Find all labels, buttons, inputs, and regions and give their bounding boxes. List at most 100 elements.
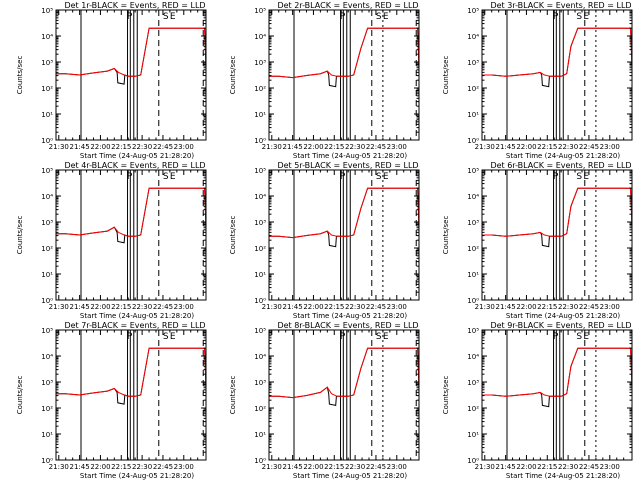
x-tick-label: 22:45 xyxy=(366,463,386,471)
y-tick-label: 10² xyxy=(41,85,53,93)
x-tick-label: 23:00 xyxy=(387,143,407,151)
y-tick-label: 10⁴ xyxy=(467,353,479,361)
chart-title: Det 9r-BLACK = Events, RED = LLD xyxy=(490,321,631,330)
x-tick-label: 22:30 xyxy=(558,303,578,311)
y-tick-label: 10⁴ xyxy=(41,193,53,201)
x-tick-label: 22:15 xyxy=(537,143,557,151)
x-tick-label: 22:30 xyxy=(132,463,152,471)
y-tick-label: 10⁰ xyxy=(467,137,479,145)
x-tick-label: 23:00 xyxy=(387,463,407,471)
x-tick-label: 22:15 xyxy=(111,463,131,471)
y-tick-label: 10⁴ xyxy=(254,353,266,361)
x-tick-label: 23:00 xyxy=(174,303,194,311)
x-tick-label: 21:30 xyxy=(49,143,69,151)
y-tick-label: 10² xyxy=(467,245,479,253)
y-axis-label: Counts/sec xyxy=(16,376,24,415)
y-tick-label: 10⁵ xyxy=(467,7,479,15)
y-tick-label: 10⁰ xyxy=(254,297,266,305)
y-axis-label: Counts/sec xyxy=(442,56,450,95)
y-tick-label: 10² xyxy=(254,245,266,253)
red-series-line xyxy=(56,27,207,77)
y-tick-label: 10² xyxy=(254,85,266,93)
annotation-label: E xyxy=(583,172,589,182)
y-tick-label: 10⁰ xyxy=(41,457,53,465)
y-axis-label: Counts/sec xyxy=(442,376,450,415)
chart-panel: Det 1r-BLACK = Events, RED = LLD P S E 10⁰ 10… xyxy=(16,1,207,160)
y-axis-label: Counts/sec xyxy=(229,376,237,415)
plot-frame xyxy=(268,9,420,141)
plot-frame xyxy=(268,169,420,301)
x-tick-label: 22:15 xyxy=(537,303,557,311)
annotation-label: P xyxy=(553,332,559,342)
plot-frame xyxy=(55,329,207,461)
black-series-line xyxy=(482,27,633,88)
red-series-line xyxy=(56,347,207,397)
annotation-label: E xyxy=(170,12,176,22)
annotation-label: E xyxy=(583,332,589,342)
x-tick-label: 21:45 xyxy=(283,463,303,471)
x-tick-label: 22:45 xyxy=(153,463,173,471)
y-tick-label: 10² xyxy=(254,405,266,413)
y-tick-label: 10² xyxy=(467,405,479,413)
x-tick-label: 22:30 xyxy=(132,303,152,311)
y-tick-label: 10¹ xyxy=(467,431,479,439)
chart-title: Det 7r-BLACK = Events, RED = LLD xyxy=(64,321,205,330)
annotation-label: S xyxy=(576,12,582,22)
red-series-line xyxy=(269,347,420,399)
y-tick-label: 10³ xyxy=(41,59,53,67)
y-axis-label: Counts/sec xyxy=(229,56,237,95)
annotation-label: P xyxy=(340,12,346,22)
chart-title: Det 6r-BLACK = Events, RED = LLD xyxy=(490,161,631,170)
x-tick-label: 22:00 xyxy=(303,303,323,311)
chart-title: Det 4r-BLACK = Events, RED = LLD xyxy=(64,161,205,170)
x-tick-label: 21:45 xyxy=(70,303,90,311)
red-series-line xyxy=(269,187,420,239)
x-tick-label: 22:45 xyxy=(153,303,173,311)
x-tick-label: 22:15 xyxy=(537,463,557,471)
x-tick-label: 21:45 xyxy=(496,303,516,311)
x-tick-label: 21:30 xyxy=(475,143,495,151)
y-tick-label: 10³ xyxy=(467,379,479,387)
chart-panel: Det 2r-BLACK = Events, RED = LLD P S E 10⁰ 10… xyxy=(229,1,420,160)
x-tick-label: 22:45 xyxy=(366,303,386,311)
y-tick-label: 10⁵ xyxy=(41,7,53,15)
x-tick-label: 23:00 xyxy=(174,463,194,471)
annotation-label: S xyxy=(163,12,169,22)
x-axis-label: Start Time (24-Aug-05 21:28:20) xyxy=(80,312,194,320)
chart-title: Det 5r-BLACK = Events, RED = LLD xyxy=(277,161,418,170)
x-tick-label: 21:30 xyxy=(475,303,495,311)
x-tick-label: 22:30 xyxy=(345,303,365,311)
x-tick-label: 22:15 xyxy=(111,143,131,151)
annotation-label: E xyxy=(383,332,389,342)
x-tick-label: 22:00 xyxy=(303,463,323,471)
y-axis-label: Counts/sec xyxy=(442,216,450,255)
annotation-label: E xyxy=(170,172,176,182)
annotation-label: S xyxy=(576,172,582,182)
x-tick-label: 22:30 xyxy=(132,143,152,151)
y-tick-label: 10¹ xyxy=(467,271,479,279)
y-tick-label: 10⁵ xyxy=(467,327,479,335)
y-tick-label: 10³ xyxy=(467,219,479,227)
x-tick-label: 22:00 xyxy=(90,143,110,151)
annotation-label: S xyxy=(376,172,382,182)
x-tick-label: 22:00 xyxy=(516,303,536,311)
red-series-line xyxy=(482,347,633,397)
chart-title: Det 8r-BLACK = Events, RED = LLD xyxy=(277,321,418,330)
y-tick-label: 10⁰ xyxy=(467,297,479,305)
red-series-line xyxy=(482,187,633,237)
y-tick-label: 10⁴ xyxy=(41,353,53,361)
y-tick-label: 10¹ xyxy=(254,111,266,119)
annotation-label: S xyxy=(376,12,382,22)
y-axis-label: Counts/sec xyxy=(16,216,24,255)
y-tick-label: 10² xyxy=(41,245,53,253)
y-tick-label: 10⁰ xyxy=(41,137,53,145)
x-tick-label: 21:30 xyxy=(262,303,282,311)
annotation-label: S xyxy=(163,332,169,342)
x-tick-label: 21:45 xyxy=(496,143,516,151)
annotation-label: E xyxy=(383,12,389,22)
plot-frame xyxy=(481,329,633,461)
annotation-label: S xyxy=(576,332,582,342)
x-tick-label: 22:45 xyxy=(579,463,599,471)
x-axis-label: Start Time (24-Aug-05 21:28:20) xyxy=(80,152,194,160)
red-series-line xyxy=(56,187,207,237)
